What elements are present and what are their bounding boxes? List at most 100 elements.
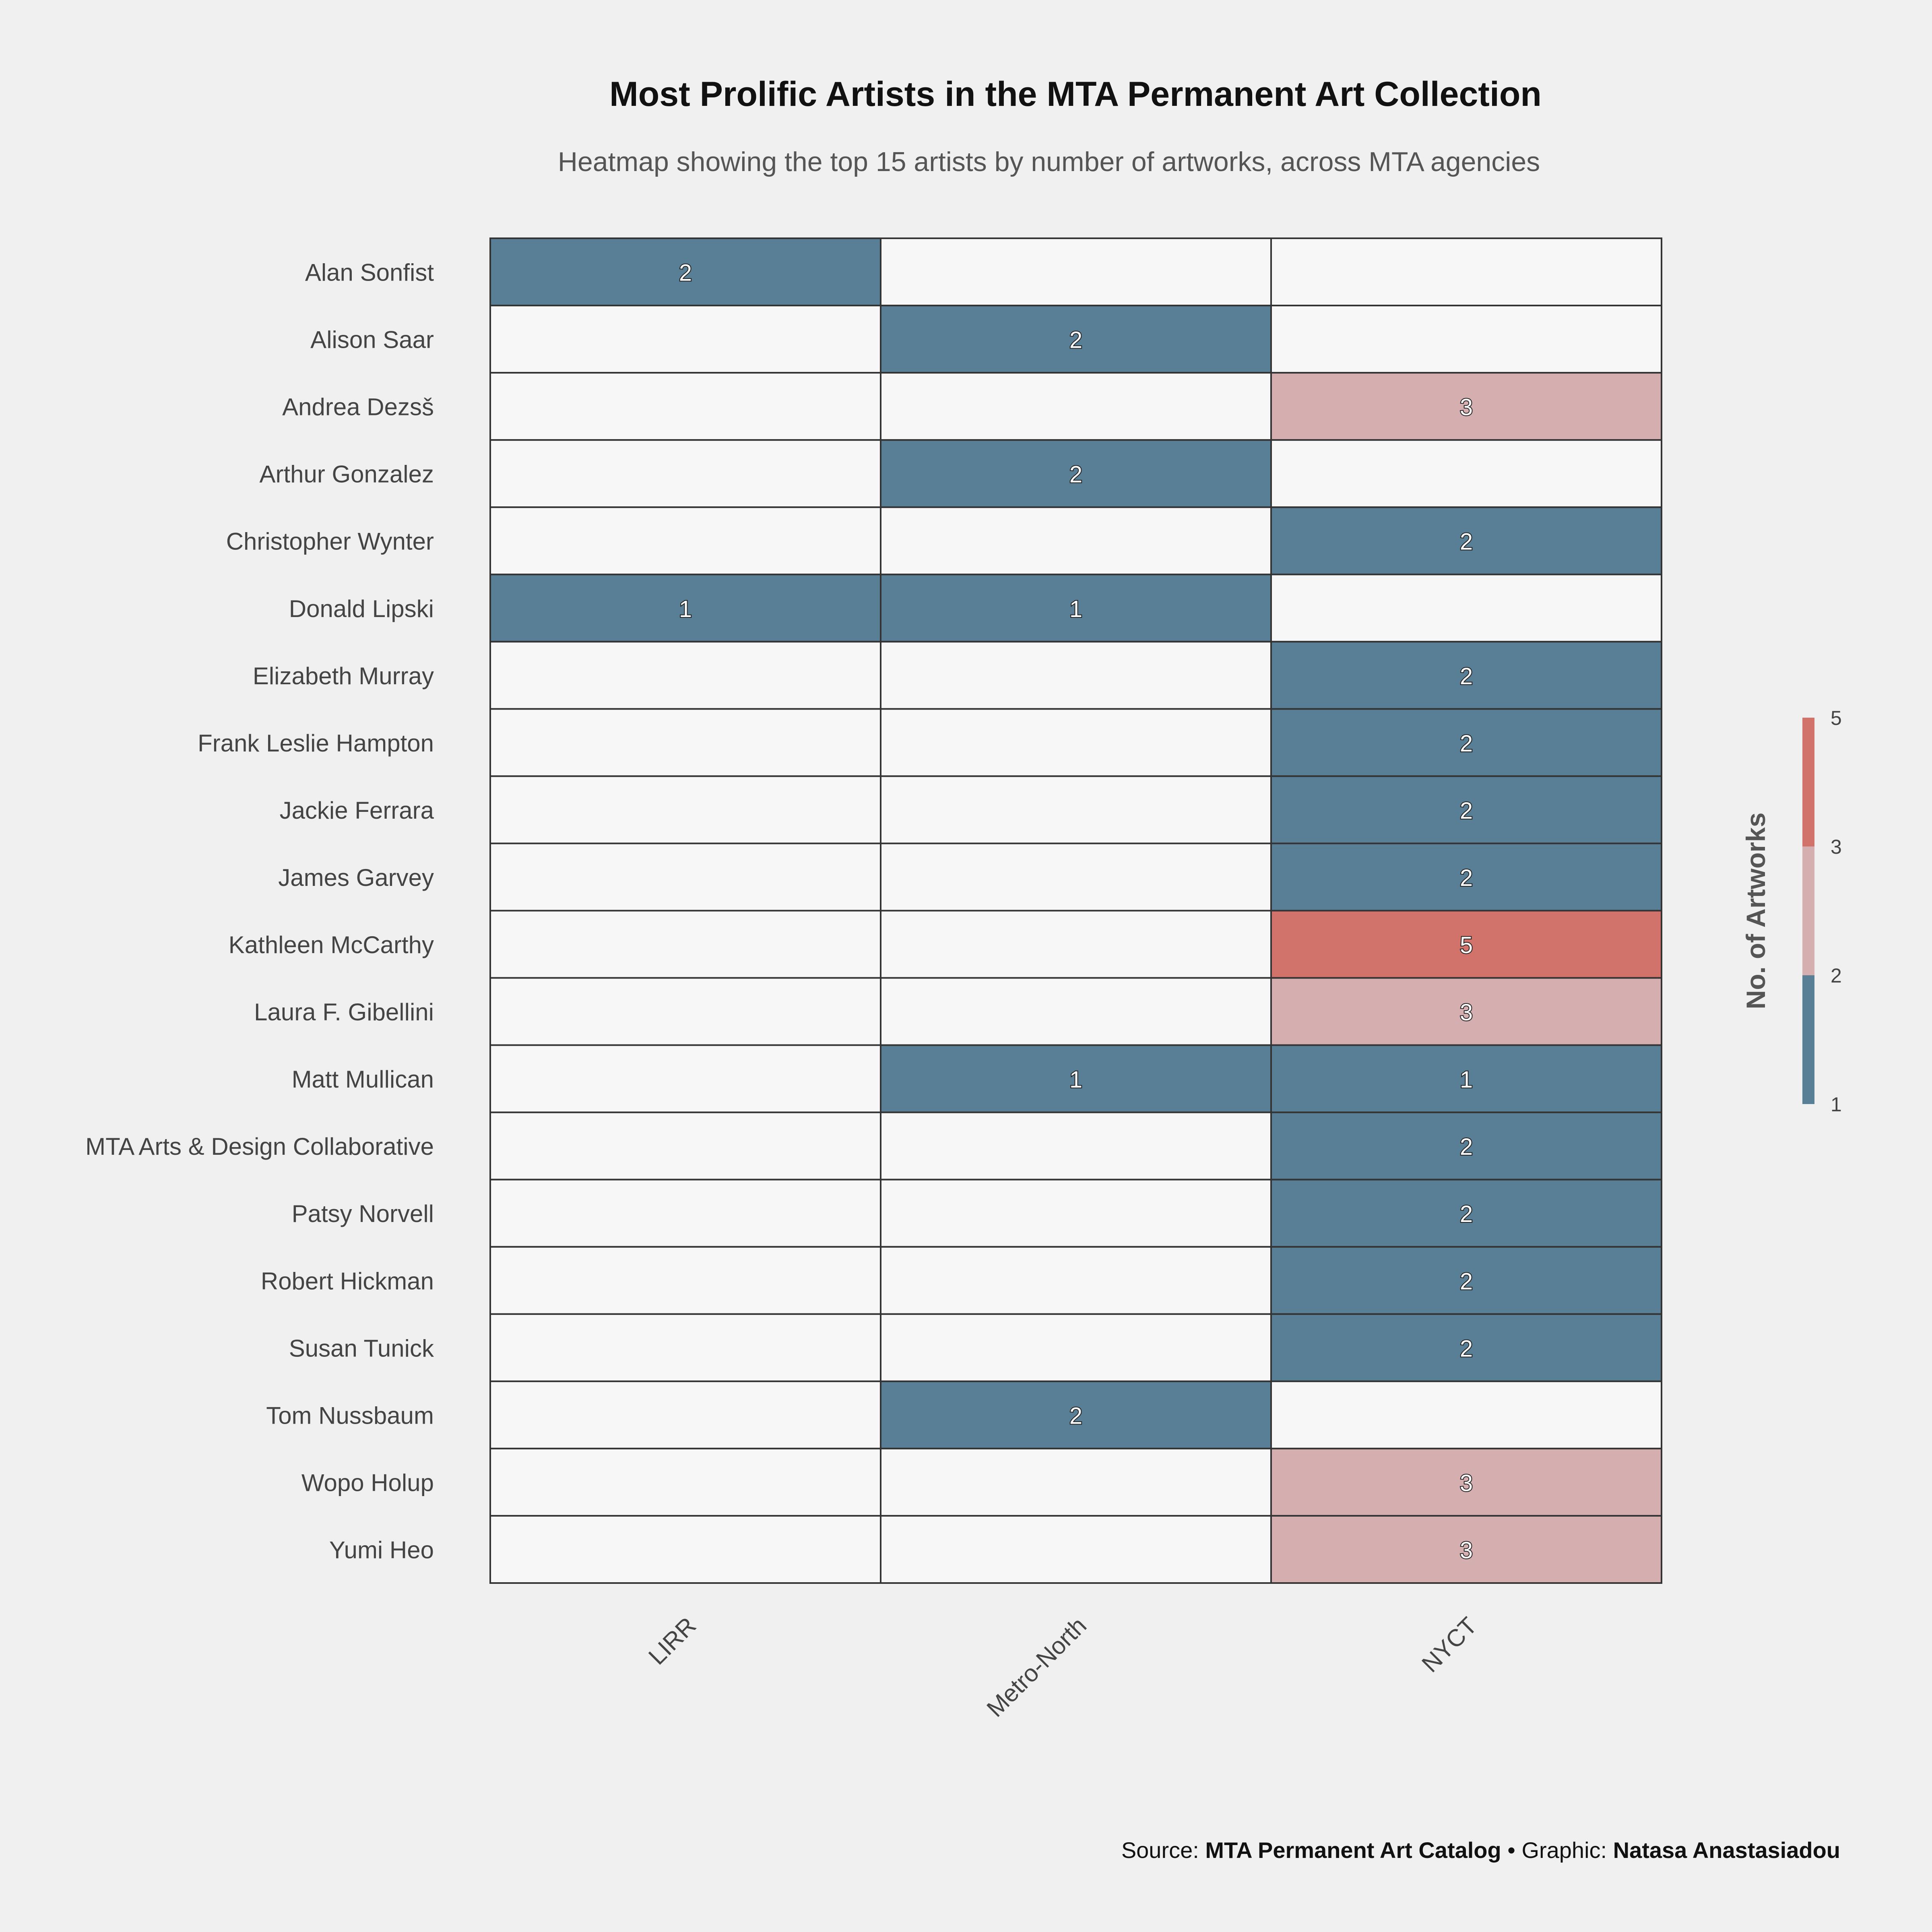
heatmap-cell — [880, 1515, 1272, 1584]
cell-value-label: 1 — [679, 596, 692, 622]
heatmap-cell — [489, 1380, 881, 1449]
heatmap-cell — [1270, 641, 1662, 710]
cell-value-label: 1 — [1069, 596, 1082, 622]
heatmap-cell — [880, 372, 1272, 441]
caption-graphic-prefix: Graphic: — [1521, 1837, 1613, 1863]
cell-value-label: 1 — [1460, 1067, 1473, 1093]
y-tick-label: Kathleen McCarthy — [229, 931, 434, 958]
legend-tick-label: 5 — [1831, 707, 1842, 729]
heatmap-cell — [489, 910, 881, 979]
heatmap-cell — [1270, 1179, 1662, 1248]
heatmap-cell — [1270, 574, 1662, 643]
y-tick-label: Susan Tunick — [289, 1335, 434, 1362]
y-axis-tick-labels: Alan Sonfist Alison Saar Andrea Dezsš Arthu… — [85, 259, 434, 1564]
heatmap-cell — [880, 237, 1272, 307]
heatmap-cell — [489, 1044, 881, 1113]
cell-value-label: 2 — [1069, 1403, 1082, 1429]
cell-value-label: 2 — [1460, 1201, 1473, 1227]
heatmap-cell — [1270, 1313, 1662, 1382]
heatmap-cell — [489, 775, 881, 844]
heatmap-cell — [880, 1179, 1272, 1248]
color-legend: No. of Artworks 1 2 3 5 — [1741, 707, 1842, 1116]
cell-value-label: 2 — [1460, 798, 1473, 824]
y-tick-label: Alison Saar — [310, 326, 434, 353]
heatmap-cell — [880, 574, 1272, 643]
cell-value-label: 2 — [1460, 529, 1473, 555]
heatmap-cell — [1270, 1380, 1662, 1449]
y-tick-label: Patsy Norvell — [292, 1200, 434, 1227]
y-tick-label: Andrea Dezsš — [282, 394, 434, 421]
cell-value-label: 1 — [1069, 1067, 1082, 1093]
heatmap-cell — [1270, 775, 1662, 844]
heatmap-cell — [489, 372, 881, 441]
chart-title: Most Prolific Artists in the MTA Permane… — [609, 75, 1542, 114]
cell-value-label: 2 — [1460, 1335, 1473, 1362]
heatmap-cell — [489, 305, 881, 374]
heatmap-cell — [1270, 910, 1662, 979]
cell-value-label: 2 — [1460, 1134, 1473, 1160]
chart-subtitle: Heatmap showing the top 15 artists by nu… — [558, 147, 1540, 177]
heatmap-cell — [880, 1111, 1272, 1181]
y-tick-label: Yumi Heo — [329, 1536, 434, 1563]
heatmap-cell — [1270, 439, 1662, 508]
heatmap-cell — [1270, 977, 1662, 1046]
heatmap-cell — [880, 708, 1272, 777]
y-tick-label: Alan Sonfist — [305, 259, 434, 286]
heatmap-cell — [1270, 305, 1662, 374]
heatmap-cell — [880, 506, 1272, 576]
heatmap-cell — [489, 237, 881, 307]
heatmap-cell — [489, 1515, 881, 1584]
heatmap-cell — [489, 1111, 881, 1181]
cell-value-label: 2 — [1460, 731, 1473, 757]
heatmap-cell — [880, 775, 1272, 844]
heatmap-cell — [1270, 1447, 1662, 1517]
legend-color-segment — [1802, 846, 1814, 975]
y-tick-label: Jackie Ferrara — [280, 797, 434, 824]
heatmap-cell — [489, 1313, 881, 1382]
heatmap-cell — [489, 1447, 881, 1517]
cell-value-label: 2 — [1460, 1268, 1473, 1294]
y-tick-label: Tom Nussbaum — [266, 1402, 434, 1429]
y-tick-label: Robert Hickman — [261, 1267, 434, 1294]
heatmap-cell — [489, 641, 881, 710]
chart-caption: Source: MTA Permanent Art Catalog • Grap… — [1121, 1837, 1840, 1863]
cell-value-label: 2 — [1069, 462, 1082, 488]
cell-value-label: 3 — [1460, 1470, 1473, 1496]
heatmap-cell — [1270, 1515, 1662, 1584]
heatmap-cell — [1270, 1044, 1662, 1113]
cell-value-label: 2 — [1460, 865, 1473, 891]
caption-separator: • — [1501, 1837, 1522, 1863]
legend-tick-label: 1 — [1831, 1093, 1842, 1116]
heatmap-cell — [489, 1179, 881, 1248]
caption-source-prefix: Source: — [1121, 1837, 1205, 1863]
heatmap-cell — [1270, 237, 1662, 307]
heatmap-cell — [880, 1246, 1272, 1315]
y-tick-label: Elizabeth Murray — [253, 663, 434, 689]
y-tick-label: Frank Leslie Hampton — [198, 730, 434, 757]
heatmap-cell — [1270, 708, 1662, 777]
cell-value-label: 5 — [1460, 932, 1473, 958]
heatmap-cell — [880, 641, 1272, 710]
legend-tick-label: 2 — [1831, 964, 1842, 987]
legend-title: No. of Artworks — [1741, 813, 1771, 1009]
y-tick-label: Matt Mullican — [292, 1066, 434, 1093]
y-tick-label: Donald Lipski — [289, 595, 434, 622]
y-tick-label: Arthur Gonzalez — [259, 461, 434, 488]
heatmap-cells — [489, 237, 1662, 1584]
cell-value-label: 3 — [1460, 394, 1473, 421]
heatmap-cell — [1270, 1246, 1662, 1315]
legend-color-segment — [1802, 718, 1814, 846]
caption-source: MTA Permanent Art Catalog — [1205, 1837, 1501, 1863]
cell-value-label: 2 — [1460, 663, 1473, 689]
caption-graphic: Natasa Anastasiadou — [1613, 1837, 1840, 1863]
heatmap-cell — [489, 439, 881, 508]
legend-tick-label: 3 — [1831, 836, 1842, 858]
heatmap-cell — [880, 1380, 1272, 1449]
heatmap-cell — [489, 708, 881, 777]
y-tick-label: Laura F. Gibellini — [254, 999, 434, 1026]
heatmap-cell-labels: 2 2 3 2 2 1 1 2 2 2 2 5 3 1 1 2 2 2 2 2 3 3 — [678, 259, 1474, 1565]
y-tick-label: Christopher Wynter — [226, 528, 434, 555]
heatmap-cell — [880, 1044, 1272, 1113]
heatmap-cell — [489, 1246, 881, 1315]
